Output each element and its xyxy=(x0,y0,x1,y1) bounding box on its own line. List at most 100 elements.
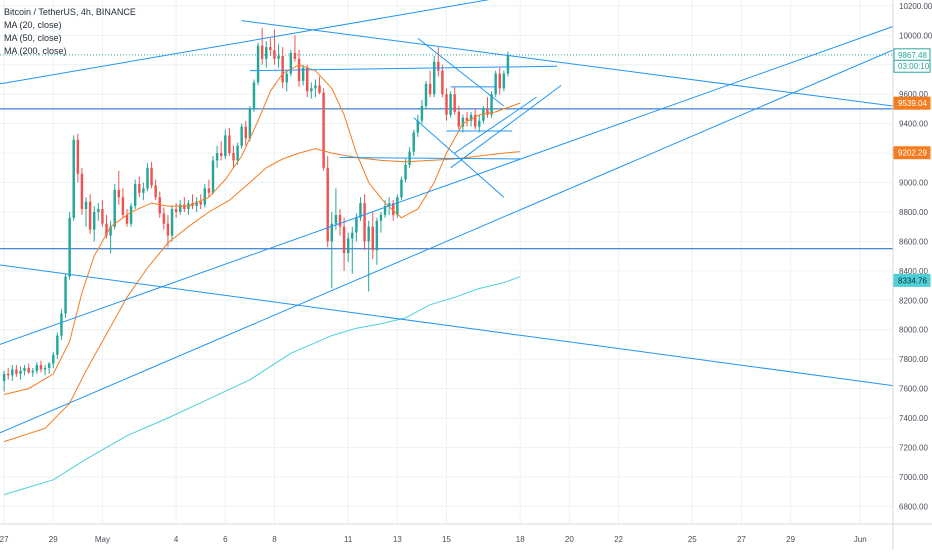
price-tag-label: 9202.29 xyxy=(898,149,927,158)
candle-body xyxy=(11,369,14,376)
x-tick-label: 8 xyxy=(272,535,277,544)
trendline xyxy=(417,37,505,107)
candle-body xyxy=(170,209,174,236)
candle-body xyxy=(133,183,137,207)
y-tick-label: 10000.00 xyxy=(899,31,932,40)
candle-body xyxy=(146,167,149,189)
candle-body xyxy=(469,114,473,121)
candle-body xyxy=(207,188,211,193)
candle-body xyxy=(465,117,469,121)
y-tick-label: 8000.00 xyxy=(899,326,928,335)
candle-body xyxy=(199,201,202,205)
candle-body xyxy=(158,197,161,214)
y-tick-label: 8600.00 xyxy=(899,237,928,246)
candle-body xyxy=(355,217,358,233)
x-tick-label: 27 xyxy=(737,535,746,544)
candle-body xyxy=(109,226,112,236)
y-tick-label: 8200.00 xyxy=(899,296,928,305)
candle-body xyxy=(240,126,243,146)
price-tag-box xyxy=(893,146,931,160)
trendline xyxy=(450,84,562,169)
price-tag-box xyxy=(893,59,931,73)
candle-body xyxy=(56,335,59,355)
candle-body xyxy=(482,108,485,121)
y-tick-label: 9400.00 xyxy=(899,120,928,129)
candle-body xyxy=(392,203,395,215)
candle-body xyxy=(277,55,280,59)
candle-body xyxy=(445,94,448,115)
trendline xyxy=(0,26,894,345)
trendline xyxy=(413,117,505,198)
candle-body xyxy=(211,160,215,193)
candle-body xyxy=(64,276,67,314)
price-tag-box xyxy=(893,96,931,110)
candle-body xyxy=(129,206,133,224)
candle-body xyxy=(318,85,321,93)
x-tick-label: 20 xyxy=(565,535,574,544)
candle-body xyxy=(449,94,452,115)
candle-body xyxy=(60,313,63,336)
y-tick-label: 6800.00 xyxy=(899,502,928,511)
candle-body xyxy=(121,197,125,215)
candle-body xyxy=(269,47,272,51)
ma50-label[interactable]: MA (50, close) xyxy=(4,33,62,43)
candle-body xyxy=(52,354,55,364)
ma-line-1 xyxy=(3,148,521,443)
candle-body xyxy=(166,223,170,236)
x-tick-label: 4 xyxy=(174,535,179,544)
candle-body xyxy=(23,367,26,371)
candle-body xyxy=(334,214,338,224)
candle-body xyxy=(142,188,145,193)
candle-body xyxy=(236,145,239,161)
candle-body xyxy=(441,70,444,95)
candle-body xyxy=(506,54,510,74)
candle-body xyxy=(412,132,415,152)
candle-body xyxy=(473,114,477,127)
y-tick-label: 8400.00 xyxy=(899,267,928,276)
ma20-label[interactable]: MA (20, close) xyxy=(4,20,62,30)
y-tick-label: 7000.00 xyxy=(899,473,928,482)
y-tick-label: 10200.00 xyxy=(899,2,932,11)
candle-body xyxy=(31,370,34,373)
candle-body xyxy=(138,183,141,193)
x-tick-label: 13 xyxy=(393,535,402,544)
candle-body xyxy=(6,373,10,376)
candle-body xyxy=(248,108,252,139)
candle-body xyxy=(387,203,391,207)
candle-body xyxy=(244,126,248,139)
ma-line-2 xyxy=(3,276,521,496)
x-tick-label: Jun xyxy=(854,535,867,544)
candle-body xyxy=(494,73,497,95)
candle-body xyxy=(437,61,440,71)
y-tick-label: 7400.00 xyxy=(899,414,928,423)
x-tick-label: 25 xyxy=(688,535,697,544)
candle-body xyxy=(88,201,92,230)
candle-body xyxy=(326,167,329,242)
x-tick-label: 22 xyxy=(614,535,623,544)
candle-body xyxy=(224,135,227,157)
x-tick-label: 6 xyxy=(223,535,228,544)
candle-body xyxy=(195,201,198,207)
trendline xyxy=(249,65,558,72)
candle-body xyxy=(215,153,219,161)
candle-body xyxy=(490,94,493,115)
price-tag-label: 03:00:10 xyxy=(898,62,930,71)
candle-body xyxy=(310,88,313,92)
y-tick-label: 8800.00 xyxy=(899,208,928,217)
candle-body xyxy=(101,209,104,224)
trendline xyxy=(0,0,490,85)
candle-body xyxy=(363,203,366,242)
candle-body xyxy=(68,217,71,277)
candle-body xyxy=(39,365,43,370)
candle-body xyxy=(420,105,424,121)
candle-body xyxy=(314,85,317,89)
candle-body xyxy=(97,209,100,212)
candle-body xyxy=(432,61,436,95)
symbol-title[interactable]: Bitcoin / TetherUS, 4h, BINANCE xyxy=(4,7,136,17)
candle-body xyxy=(256,45,260,83)
candle-body xyxy=(92,211,96,230)
x-tick-label: May xyxy=(95,535,110,544)
ma200-label[interactable]: MA (200, close) xyxy=(4,46,67,56)
